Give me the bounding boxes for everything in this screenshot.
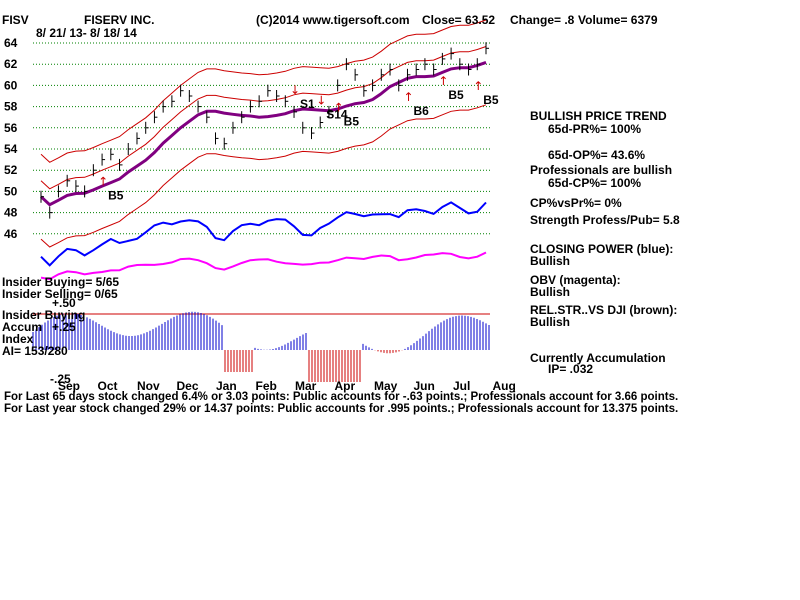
pr-value: 65d-PR%= 100% <box>548 122 642 136</box>
signal-arrow: ↑ <box>438 74 448 88</box>
moving-average <box>39 60 487 207</box>
mid-band <box>40 46 487 190</box>
y-tick-label: 60 <box>4 78 18 92</box>
month-label: Nov <box>137 379 160 393</box>
accum-m25-label: -.25 <box>50 372 71 386</box>
footer-65-days: For Last 65 days stock changed 6.4% or 3… <box>4 391 679 403</box>
signal-label: B5 <box>108 189 124 203</box>
relstr-label: REL.STR..VS DJI (brown): <box>530 303 678 317</box>
ai-label: AI= 153/280 <box>2 344 68 358</box>
month-label: May <box>374 379 398 393</box>
month-label: Aug <box>493 379 516 393</box>
y-tick-label: 52 <box>4 163 18 177</box>
ticker: FISV <box>2 13 29 27</box>
signal-markers: ↑B5↓S1 ↓S14↑B5↑B6↑B5↑B5 <box>98 74 499 203</box>
date-range: 8/ 21/ 13- 8/ 18/ 14 <box>36 26 137 40</box>
volume-value: Volume= 6379 <box>578 13 658 27</box>
upper-band <box>40 19 487 163</box>
change-value: Change= .8 <box>510 13 575 27</box>
trend-title: BULLISH PRICE TREND <box>530 109 667 123</box>
relstr-status: Bullish <box>530 315 571 329</box>
accum-p50-label: +.50 <box>52 296 76 310</box>
month-label: Jan <box>216 379 237 393</box>
accumulation-histogram <box>32 311 490 382</box>
month-label: Feb <box>256 379 277 393</box>
lower-band <box>40 104 487 248</box>
obv-status: Bullish <box>530 285 571 299</box>
signal-label: S1 <box>300 97 315 111</box>
ip-value: IP= .032 <box>548 362 594 376</box>
y-tick-label: 64 <box>4 36 18 50</box>
signal-arrow: ↓ <box>316 94 326 108</box>
y-tick-label: 54 <box>4 142 18 156</box>
ma-line <box>39 60 487 207</box>
y-tick-label: 46 <box>4 227 18 241</box>
month-label: Apr <box>335 379 356 393</box>
y-tick-label: 56 <box>4 121 18 135</box>
accumulation-label: Currently Accumulation <box>530 351 666 365</box>
signal-label: B6 <box>413 104 429 118</box>
y-tick-label: 50 <box>4 184 18 198</box>
cpvspr-value: CP%vsPr%= 0% <box>530 196 622 210</box>
signal-arrow: ↑ <box>98 175 108 189</box>
signal-arrow: ↑ <box>334 100 344 114</box>
price-bands <box>40 19 487 248</box>
month-labels: Sep Oct Nov Dec Jan Feb Mar Apr May Jun Jul Aug <box>58 379 516 393</box>
signal-arrow: ↓ <box>290 83 300 97</box>
closing-power-label: CLOSING POWER (blue): <box>530 242 674 256</box>
copyright: (C)2014 www.tigersoft.com <box>256 13 410 27</box>
accum-label: Accum <box>2 320 43 334</box>
closing-power-line <box>40 201 487 267</box>
closing-power-status: Bullish <box>530 254 571 268</box>
month-label: Sep <box>58 379 80 393</box>
accum-p25-label: +.25 <box>52 320 76 334</box>
obv-line <box>40 251 487 281</box>
y-tick-label: 48 <box>4 206 18 220</box>
signal-arrow: ↑ <box>473 79 483 93</box>
signal-label: B5 <box>448 88 464 102</box>
month-label: Dec <box>177 379 199 393</box>
footer-last-year: For Last year stock changed 29% or 14.37… <box>4 403 679 415</box>
obv-label: OBV (magenta): <box>530 273 621 287</box>
month-label: Jul <box>453 379 470 393</box>
cp-value: 65d-CP%= 100% <box>548 176 642 190</box>
insider-buying: Insider Buying= 5/65 <box>2 275 120 289</box>
insider-selling: Insider Selling= 0/65 <box>2 287 118 301</box>
signal-label: B5 <box>483 93 499 107</box>
y-tick-label: 58 <box>4 100 18 114</box>
company-name: FISERV INC. <box>84 13 155 27</box>
closing-power-path <box>40 201 487 267</box>
month-label: Oct <box>98 379 118 393</box>
strength-value: Strength Profess/Pub= 5.8 <box>530 213 680 227</box>
insider-buying-label: Insider Buying <box>2 308 86 322</box>
month-label: Mar <box>295 379 317 393</box>
price-bars <box>40 42 489 219</box>
price-grid <box>33 42 490 235</box>
op-value: 65d-OP%= 43.6% <box>548 148 646 162</box>
signal-label: S14 <box>326 108 348 122</box>
professionals-status: Professionals are bullish <box>530 163 673 177</box>
index-label: Index <box>2 332 34 346</box>
y-tick-labels: 64 62 60 58 56 54 52 50 48 46 <box>4 36 18 241</box>
signal-arrow: ↑ <box>403 90 413 104</box>
month-label: Jun <box>414 379 435 393</box>
signal-label: B5 <box>344 114 360 128</box>
y-tick-label: 62 <box>4 57 18 71</box>
obv-path <box>40 251 487 281</box>
close-value: Close= 63.52 <box>422 13 496 27</box>
